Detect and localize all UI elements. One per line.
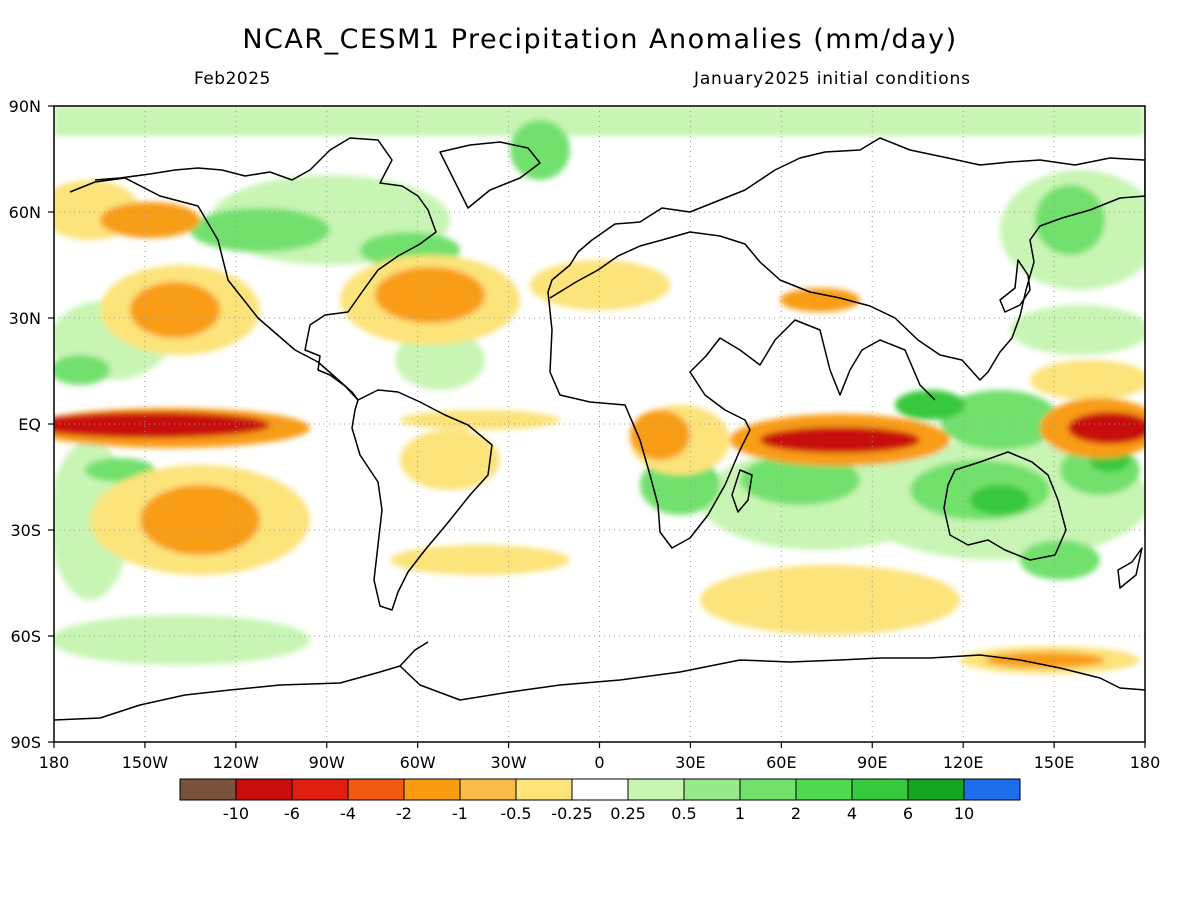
colorbar-label: -0.25 <box>551 804 592 823</box>
colorbar-label: 10 <box>954 804 974 823</box>
lon-label: 150W <box>122 753 169 772</box>
colorbar-label: -2 <box>396 804 412 823</box>
lon-label: 0 <box>594 753 604 772</box>
colorbar-swatch <box>795 778 853 801</box>
lon-label: 90W <box>309 753 345 772</box>
colorbar-swatch <box>627 778 685 801</box>
lon-label: 90E <box>857 753 887 772</box>
colorbar-swatch <box>291 778 349 801</box>
anomaly-region <box>510 120 570 180</box>
lon-label: 180 <box>39 753 70 772</box>
colorbar-swatch <box>515 778 573 801</box>
colorbar <box>179 778 1021 801</box>
lat-label: 30S <box>10 521 41 540</box>
anomaly-region <box>760 427 920 453</box>
colorbar-swatch <box>235 778 293 801</box>
anomaly-region <box>140 485 260 555</box>
colorbar-swatch <box>739 778 797 801</box>
lon-label: 30E <box>675 753 705 772</box>
lat-label: 60S <box>10 627 41 646</box>
anomaly-region <box>630 410 690 460</box>
graticule <box>54 106 1145 742</box>
latitude-labels: 90N 60N 30N EQ 30S 60S 90S <box>9 97 41 752</box>
coastlines <box>54 137 1145 721</box>
colorbar-label: -10 <box>223 804 249 823</box>
colorbar-label: -6 <box>284 804 300 823</box>
lon-label: 150E <box>1034 753 1075 772</box>
anomaly-region <box>740 455 860 505</box>
lat-label: 90S <box>10 733 41 752</box>
anomaly-region <box>54 412 270 438</box>
colorbar-label: 2 <box>791 804 801 823</box>
lon-label: 60E <box>766 753 796 772</box>
lat-label: 60N <box>9 203 41 222</box>
colorbar-swatch <box>459 778 517 801</box>
initial-conditions-label: January2025 initial conditions <box>694 69 971 89</box>
anomaly-region <box>780 288 860 312</box>
colorbar-label: -1 <box>452 804 468 823</box>
anomaly-region <box>700 565 960 635</box>
lon-label: 120W <box>213 753 260 772</box>
lon-label: 120E <box>943 753 984 772</box>
anomaly-region <box>1010 305 1145 355</box>
colorbar-label: 0.25 <box>610 804 646 823</box>
colorbar-swatch <box>683 778 741 801</box>
lat-label: 90N <box>9 97 41 116</box>
anomaly-region <box>1020 540 1100 580</box>
colorbar-swatch <box>571 778 629 801</box>
anomaly-region <box>54 615 310 665</box>
colorbar-label: -0.5 <box>500 804 531 823</box>
anomaly-region <box>1068 412 1145 444</box>
map-title: NCAR_CESM1 Precipitation Anomalies (mm/d… <box>242 24 958 55</box>
anomaly-region <box>390 545 570 575</box>
anomaly-region <box>54 355 110 385</box>
lon-label: 30W <box>490 753 526 772</box>
anomaly-region <box>130 282 220 338</box>
colorbar-labels: -10 -6 -4 -2 -1 -0.5 -0.25 0.25 0.5 1 2 4 6 10 <box>223 804 974 823</box>
anomaly-region <box>970 485 1030 515</box>
anomaly-region <box>895 390 965 420</box>
colorbar-label: 0.5 <box>671 804 696 823</box>
colorbar-swatch <box>347 778 405 801</box>
colorbar-label: -4 <box>340 804 356 823</box>
colorbar-swatch <box>179 778 237 801</box>
lon-label: 60W <box>400 753 436 772</box>
anomaly-region <box>1035 185 1105 255</box>
anomaly-region <box>1030 360 1145 400</box>
lat-label: EQ <box>18 415 41 434</box>
colorbar-label: 6 <box>903 804 913 823</box>
anomaly-region <box>985 652 1105 668</box>
colorbar-label: 1 <box>735 804 745 823</box>
colorbar-swatch <box>963 778 1021 801</box>
colorbar-label: 4 <box>847 804 857 823</box>
forecast-month: Feb2025 <box>194 69 271 89</box>
colorbar-swatch <box>907 778 965 801</box>
anomaly-region <box>940 390 1060 450</box>
anomaly-region <box>395 330 485 390</box>
anomaly-region <box>400 410 560 430</box>
anomaly-region <box>375 267 485 323</box>
lat-label: 30N <box>9 309 41 328</box>
lon-label: 180 <box>1130 753 1161 772</box>
axis-ticks <box>48 105 1146 748</box>
colorbar-swatch <box>403 778 461 801</box>
anomaly-region <box>530 260 670 310</box>
colorbar-swatch <box>851 778 909 801</box>
anomaly-region <box>190 208 330 252</box>
anomaly-region <box>100 202 200 238</box>
longitude-labels: 180 150W 120W 90W 60W 30W 0 30E 60E 90E 120E 150E 18… <box>39 753 1161 772</box>
anomaly-region <box>400 430 500 490</box>
